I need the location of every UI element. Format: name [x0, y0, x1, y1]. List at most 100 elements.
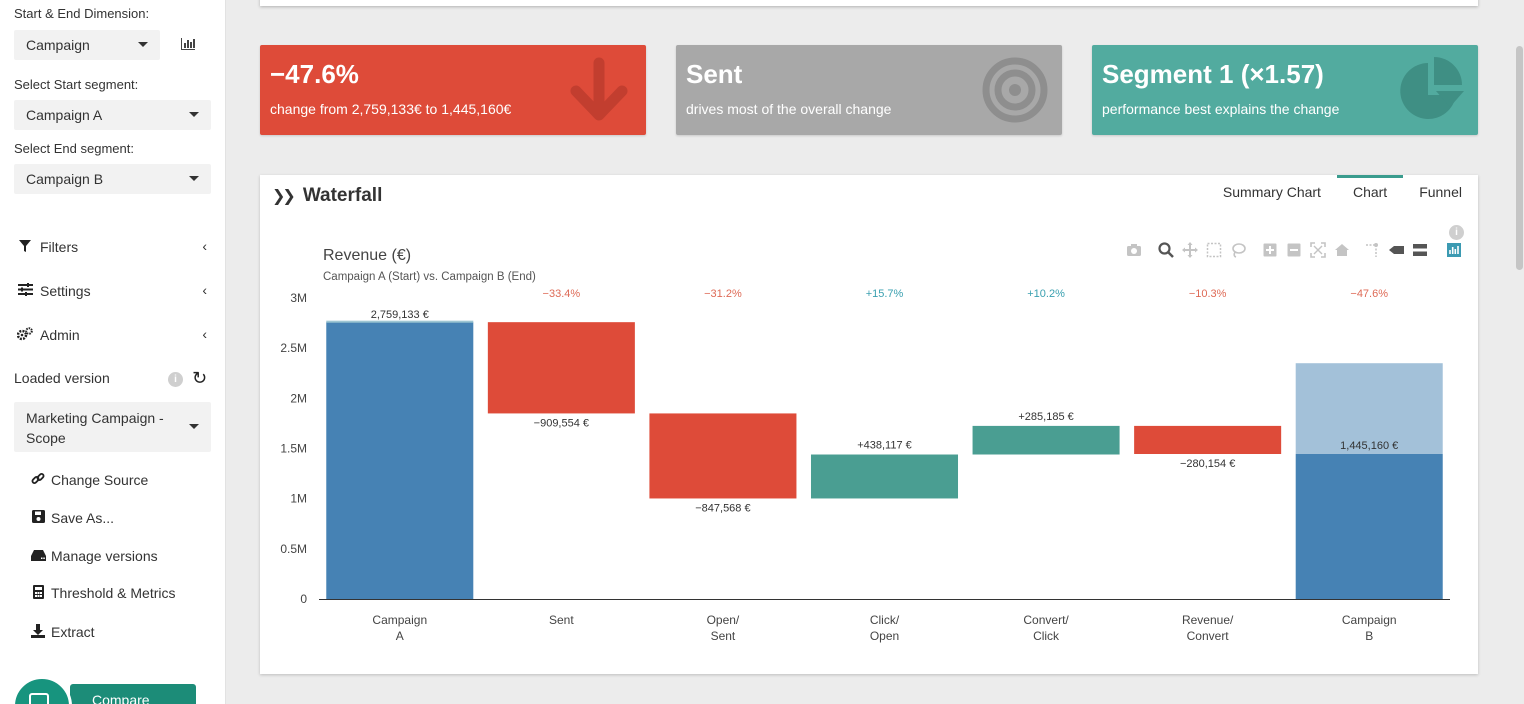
y-tick-label: 0: [300, 592, 307, 606]
manage-versions-item[interactable]: Manage versions: [30, 546, 158, 566]
spike-lines-icon[interactable]: [1366, 243, 1378, 257]
pie-chart-icon: [1400, 57, 1464, 119]
box-select-icon[interactable]: [1206, 242, 1222, 258]
waterfall-panel: ❯❯ Waterfall Summary Chart Chart Funnel …: [260, 175, 1478, 674]
caret-down-icon: [189, 112, 199, 117]
bar-percent-label: +10.2%: [1027, 288, 1065, 300]
loaded-version-row: Loaded version i ↻: [14, 368, 214, 390]
x-tick-label: Click: [1033, 629, 1060, 643]
end-segment-label: Select End segment:: [14, 141, 134, 156]
reset-axes-icon[interactable]: [1335, 244, 1349, 256]
extract-item[interactable]: Extract: [30, 622, 95, 642]
change-source-item[interactable]: Change Source: [30, 470, 148, 490]
sliders-icon: [16, 283, 34, 299]
nav-settings[interactable]: Settings ‹: [16, 280, 211, 302]
y-tick-label: 1M: [290, 492, 307, 506]
filter-icon: [16, 239, 34, 256]
kpi-segment-subtitle: performance best explains the change: [1102, 101, 1340, 117]
y-tick-label: 3M: [290, 291, 307, 305]
compare-button-label: Compare: [92, 692, 150, 704]
zoom-icon[interactable]: [1158, 242, 1174, 258]
bar-percent-label: −10.3%: [1189, 288, 1227, 300]
kpi-change-subtitle: change from 2,759,133€ to 1,445,160€: [270, 101, 512, 117]
waterfall-bar: [810, 454, 959, 499]
waterfall-bar: [326, 322, 474, 599]
pan-icon[interactable]: [1182, 242, 1198, 258]
start-segment-label: Select Start segment:: [14, 77, 139, 92]
nav-filters[interactable]: Filters ‹: [16, 236, 211, 258]
zoom-in-icon[interactable]: [1263, 243, 1277, 257]
save-icon: [30, 510, 46, 526]
end-segment-select[interactable]: Campaign B: [14, 164, 211, 194]
bar-percent-label: −33.4%: [543, 288, 581, 300]
nav-settings-label: Settings: [40, 283, 91, 299]
bar-percent-label: +15.7%: [866, 288, 904, 300]
double-chevron-right-icon[interactable]: ❯❯: [272, 188, 296, 205]
refresh-icon[interactable]: ↻: [192, 368, 208, 388]
chevron-left-icon: ‹: [202, 238, 207, 254]
bar-value-label: −847,568 €: [695, 502, 750, 514]
autoscale-icon[interactable]: [1310, 242, 1326, 258]
save-as-label: Save As...: [51, 510, 115, 526]
floating-action-button[interactable]: [12, 676, 72, 704]
plotly-logo-icon[interactable]: [1447, 243, 1461, 257]
caret-down-icon: [138, 42, 148, 47]
arrow-down-icon: [570, 57, 628, 121]
y-axis: 0 0.5M 1M 1.5M 2M 2.5M 3M: [280, 291, 1450, 606]
save-as-item[interactable]: Save As...: [30, 508, 114, 528]
nav-admin-label: Admin: [40, 327, 80, 343]
chart-subtitle: Campaign A (Start) vs. Campaign B (End): [323, 271, 536, 283]
nav-admin[interactable]: Admin ‹: [16, 324, 211, 346]
bar-value-label: −280,154 €: [1180, 458, 1235, 470]
x-tick-label: Sent: [549, 613, 574, 627]
tab-summary-chart[interactable]: Summary Chart: [1222, 184, 1321, 200]
top-card: [260, 0, 1478, 6]
bar-percent-label: −31.2%: [704, 288, 742, 300]
chart-title: Revenue (€): [323, 247, 411, 264]
info-icon[interactable]: i: [1449, 225, 1464, 240]
dimension-label: Start & End Dimension:: [14, 6, 150, 21]
hover-closest-icon[interactable]: [1389, 246, 1404, 254]
tab-chart[interactable]: Chart: [1336, 175, 1404, 209]
nav-filters-label: Filters: [40, 239, 79, 255]
x-tick-label: Convert/: [1023, 613, 1069, 627]
lasso-icon[interactable]: [1232, 243, 1246, 258]
hover-compare-icon[interactable]: [1413, 244, 1427, 256]
compare-button[interactable]: Compare: [70, 684, 196, 704]
waterfall-bar: [487, 322, 635, 414]
waterfall-chart: Revenue (€) Campaign A (Start) vs. Campa…: [280, 242, 1461, 643]
camera-icon[interactable]: [1127, 244, 1141, 256]
chart-modebar: [1127, 242, 1461, 258]
y-tick-label: 1.5M: [280, 442, 307, 456]
y-tick-label: 2M: [290, 391, 307, 405]
loaded-version-select[interactable]: Marketing Campaign - Scope: [14, 402, 211, 452]
page-scrollbar[interactable]: [1514, 0, 1524, 704]
hdd-icon: [30, 549, 46, 564]
scrollbar-thumb[interactable]: [1516, 46, 1523, 270]
x-tick-label: Open: [870, 629, 899, 643]
bar-chart-icon[interactable]: [181, 38, 195, 50]
dimension-select[interactable]: Campaign: [14, 30, 160, 60]
threshold-metrics-item[interactable]: Threshold & Metrics: [30, 583, 175, 603]
y-tick-label: 0.5M: [280, 542, 307, 556]
waterfall-bar-ghost: [1295, 363, 1443, 455]
kpi-driver-subtitle: drives most of the overall change: [686, 101, 892, 117]
x-tick-label: Convert: [1187, 629, 1230, 643]
info-icon[interactable]: i: [168, 372, 183, 387]
x-tick-label: A: [396, 629, 404, 643]
kpi-change-value: −47.6%: [270, 59, 359, 89]
dimension-select-value: Campaign: [26, 37, 90, 53]
bar-percent-label: −47.6%: [1350, 288, 1388, 300]
start-segment-select[interactable]: Campaign A: [14, 100, 211, 130]
threshold-metrics-label: Threshold & Metrics: [51, 585, 176, 601]
panel-tabs: Summary Chart Chart Funnel: [1207, 175, 1478, 209]
waterfall-bar-cap: [326, 320, 474, 323]
chevron-left-icon: ‹: [202, 282, 207, 298]
end-segment-value: Campaign B: [26, 171, 104, 187]
link-icon: [30, 472, 46, 489]
tab-funnel[interactable]: Funnel: [1419, 184, 1462, 200]
waterfall-bar: [1134, 425, 1282, 455]
bar-value-label: +285,185 €: [1018, 411, 1073, 423]
x-tick-label: Campaign: [1342, 613, 1397, 627]
zoom-out-icon[interactable]: [1287, 243, 1301, 257]
